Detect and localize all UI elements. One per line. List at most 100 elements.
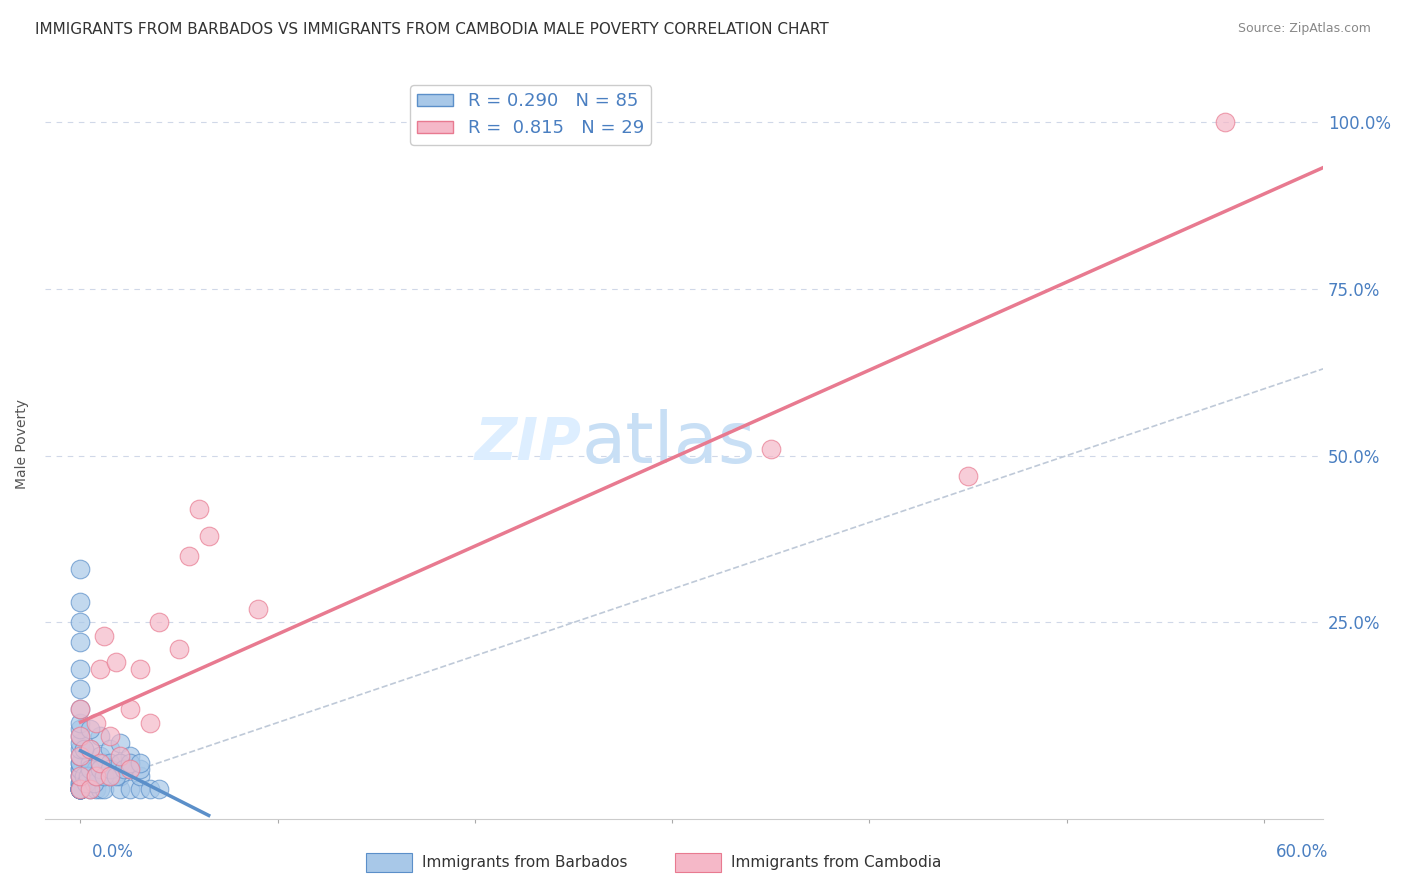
Text: 0.0%: 0.0% (91, 843, 134, 861)
Text: IMMIGRANTS FROM BARBADOS VS IMMIGRANTS FROM CAMBODIA MALE POVERTY CORRELATION CH: IMMIGRANTS FROM BARBADOS VS IMMIGRANTS F… (35, 22, 830, 37)
Point (128, 756, 150, 770)
Point (128, 662, 150, 676)
Point (69, 779, 91, 793)
Text: Immigrants from Barbados: Immigrants from Barbados (422, 855, 627, 870)
Point (187, 502, 209, 516)
Point (104, 769, 127, 783)
Point (108, 769, 131, 783)
Text: Source: ZipAtlas.com: Source: ZipAtlas.com (1237, 22, 1371, 36)
Point (69, 782, 91, 797)
Point (69, 729, 91, 743)
Point (79, 756, 101, 770)
Point (69, 782, 91, 797)
Point (759, 442, 782, 456)
Point (118, 756, 141, 770)
Point (69, 775, 91, 789)
Point (69, 782, 91, 797)
Point (84, 762, 107, 776)
Point (98, 742, 121, 756)
Point (69, 748, 91, 763)
Point (69, 782, 91, 797)
Point (84, 715, 107, 730)
Point (108, 756, 131, 770)
Point (89, 756, 111, 770)
Point (69, 715, 91, 730)
Point (73, 769, 96, 783)
Point (93, 769, 115, 783)
Text: atlas: atlas (582, 409, 756, 478)
Point (69, 756, 91, 770)
Point (89, 729, 111, 743)
Point (79, 742, 101, 756)
Point (118, 762, 141, 776)
Point (89, 748, 111, 763)
Point (79, 723, 101, 737)
Point (93, 756, 115, 770)
Point (69, 735, 91, 749)
Point (98, 769, 121, 783)
Point (79, 769, 101, 783)
Point (69, 635, 91, 649)
Point (177, 549, 200, 563)
Point (118, 782, 141, 797)
Point (128, 769, 150, 783)
Point (69, 682, 91, 697)
Point (84, 769, 107, 783)
Point (128, 762, 150, 776)
Point (69, 748, 91, 763)
Point (69, 775, 91, 789)
Point (98, 729, 121, 743)
Text: Immigrants from Cambodia: Immigrants from Cambodia (731, 855, 942, 870)
Point (69, 782, 91, 797)
Point (69, 702, 91, 716)
Point (69, 595, 91, 609)
Point (79, 782, 101, 797)
Point (118, 702, 141, 716)
Point (69, 662, 91, 676)
Point (108, 748, 131, 763)
Point (69, 782, 91, 797)
Point (148, 782, 170, 797)
Point (93, 629, 115, 643)
Point (69, 702, 91, 716)
Point (93, 782, 115, 797)
Point (128, 782, 150, 797)
Text: ZIP: ZIP (475, 416, 582, 473)
Point (98, 762, 121, 776)
Point (69, 615, 91, 630)
Point (69, 782, 91, 797)
Point (69, 782, 91, 797)
Point (69, 562, 91, 576)
Point (89, 762, 111, 776)
Point (104, 762, 127, 776)
Point (83, 775, 105, 789)
Point (246, 602, 269, 616)
Point (148, 615, 170, 630)
Point (98, 769, 121, 783)
Point (69, 762, 91, 776)
Point (138, 715, 160, 730)
Point (69, 769, 91, 783)
Point (104, 656, 127, 670)
Point (79, 742, 101, 756)
Point (118, 762, 141, 776)
Point (79, 762, 101, 776)
Point (69, 742, 91, 756)
Point (69, 729, 91, 743)
Point (69, 782, 91, 797)
Point (118, 748, 141, 763)
Point (89, 762, 111, 776)
Point (69, 769, 91, 783)
Point (112, 762, 135, 776)
Point (108, 735, 131, 749)
Point (77, 769, 100, 783)
Point (73, 742, 96, 756)
Point (138, 782, 160, 797)
Point (69, 762, 91, 776)
Point (957, 468, 980, 483)
Point (1213, 115, 1236, 129)
Point (89, 782, 111, 797)
Point (69, 723, 91, 737)
Text: 60.0%: 60.0% (1277, 843, 1329, 861)
Point (69, 756, 91, 770)
